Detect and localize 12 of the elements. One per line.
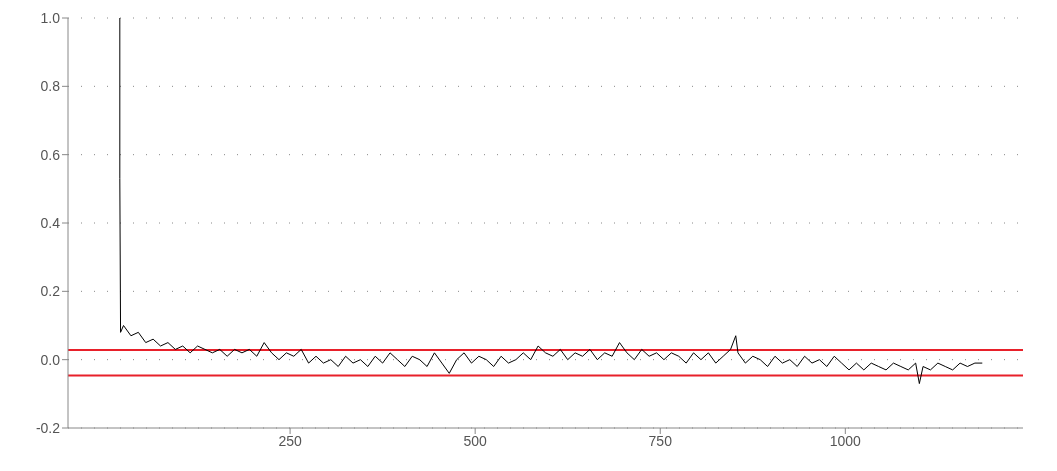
x-tick-label: 750: [648, 432, 673, 449]
y-tick-label: 0.0: [40, 351, 61, 368]
y-tick-label: 0.8: [40, 78, 61, 95]
x-tick-label: 500: [463, 432, 488, 449]
x-tick-label: 250: [278, 432, 302, 449]
y-tick-label: 0.4: [40, 214, 61, 231]
line-series: [119, 18, 983, 385]
x-tick-label: 1000: [829, 432, 862, 449]
y-tick-label: 0.6: [40, 146, 61, 163]
y-tick-label: -0.2: [35, 419, 61, 436]
y-tick-label: 0.2: [40, 283, 61, 300]
y-tick-label: 1.0: [40, 9, 61, 26]
